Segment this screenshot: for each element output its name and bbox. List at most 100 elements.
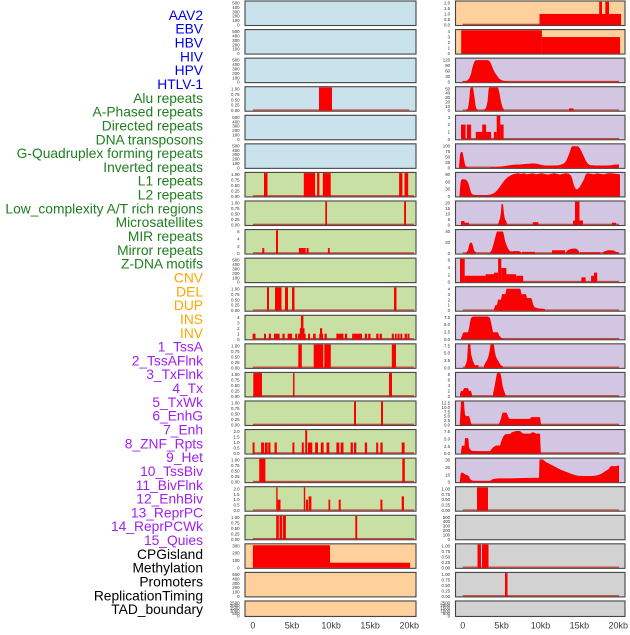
svg-text:1.0: 1.0 xyxy=(233,497,240,502)
svg-text:2.0: 2.0 xyxy=(444,1,451,6)
svg-text:15: 15 xyxy=(445,206,450,211)
svg-text:L1 repeats: L1 repeats xyxy=(138,174,203,189)
svg-text:3: 3 xyxy=(448,35,451,40)
svg-text:7.5: 7.5 xyxy=(444,315,451,320)
svg-text:12.5: 12.5 xyxy=(442,401,451,406)
svg-text:1.00: 1.00 xyxy=(231,372,240,377)
svg-text:15_Quies: 15_Quies xyxy=(144,533,203,548)
svg-text:1.00: 1.00 xyxy=(231,343,240,348)
svg-text:0.75: 0.75 xyxy=(231,206,240,211)
svg-text:300: 300 xyxy=(232,124,240,129)
svg-text:G-Quadruplex forming repeats: G-Quadruplex forming repeats xyxy=(17,146,203,161)
svg-text:0.0: 0.0 xyxy=(444,23,451,28)
svg-text:0.00: 0.00 xyxy=(442,565,451,570)
svg-text:2: 2 xyxy=(448,272,451,277)
svg-text:1.0: 1.0 xyxy=(444,12,451,17)
svg-text:5: 5 xyxy=(448,217,451,222)
svg-text:MIR repeats: MIR repeats xyxy=(128,229,203,244)
svg-text:0: 0 xyxy=(237,565,240,570)
svg-text:75: 75 xyxy=(445,149,450,154)
svg-text:30: 30 xyxy=(445,458,450,463)
svg-text:0.50: 0.50 xyxy=(442,554,451,559)
svg-text:200: 200 xyxy=(232,271,240,276)
svg-text:12_EnhBiv: 12_EnhBiv xyxy=(136,492,203,507)
svg-text:500: 500 xyxy=(232,29,240,34)
svg-text:4: 4 xyxy=(448,383,451,388)
svg-text:INS: INS xyxy=(180,312,203,327)
svg-text:A-Phased repeats: A-Phased repeats xyxy=(93,105,204,120)
svg-text:60: 60 xyxy=(445,179,450,184)
svg-text:0: 0 xyxy=(448,137,451,142)
svg-text:2.5: 2.5 xyxy=(444,444,451,449)
svg-text:3: 3 xyxy=(448,115,451,120)
svg-text:10: 10 xyxy=(445,212,450,217)
svg-text:0: 0 xyxy=(448,251,451,256)
svg-text:7_Enh: 7_Enh xyxy=(163,423,203,438)
svg-text:0.50: 0.50 xyxy=(231,354,240,359)
svg-text:3: 3 xyxy=(448,292,451,297)
svg-text:0.75: 0.75 xyxy=(231,292,240,297)
svg-text:0.0: 0.0 xyxy=(444,451,451,456)
svg-text:2.5: 2.5 xyxy=(444,418,451,423)
svg-text:1_TssA: 1_TssA xyxy=(158,340,204,355)
svg-text:1: 1 xyxy=(237,331,240,336)
svg-text:0: 0 xyxy=(448,108,451,113)
svg-text:0.25: 0.25 xyxy=(231,360,240,365)
svg-text:15kb: 15kb xyxy=(360,620,380,630)
svg-text:4: 4 xyxy=(448,29,451,34)
svg-text:2: 2 xyxy=(448,388,451,393)
svg-text:0: 0 xyxy=(237,51,240,56)
svg-text:100: 100 xyxy=(232,75,240,80)
svg-text:90: 90 xyxy=(445,172,450,177)
svg-text:1.5: 1.5 xyxy=(233,492,240,497)
svg-text:2: 2 xyxy=(448,122,451,127)
svg-text:400: 400 xyxy=(232,5,240,10)
svg-text:CNV: CNV xyxy=(174,270,204,285)
svg-text:0.50: 0.50 xyxy=(231,97,240,102)
svg-text:5_TxWk: 5_TxWk xyxy=(152,395,203,410)
svg-text:100: 100 xyxy=(232,558,240,563)
svg-text:0: 0 xyxy=(448,165,451,170)
svg-text:DNA transposons: DNA transposons xyxy=(96,132,203,147)
svg-text:2.5: 2.5 xyxy=(444,329,451,334)
svg-text:30: 30 xyxy=(445,95,450,100)
svg-text:20: 20 xyxy=(445,465,450,470)
svg-text:INV: INV xyxy=(180,326,204,341)
svg-text:Inverted repeats: Inverted repeats xyxy=(103,160,203,175)
svg-text:0: 0 xyxy=(237,613,240,618)
svg-text:5.0: 5.0 xyxy=(444,414,451,419)
svg-text:0.50: 0.50 xyxy=(231,412,240,417)
svg-text:6: 6 xyxy=(448,258,451,263)
svg-text:200: 200 xyxy=(232,585,240,590)
svg-text:1.5: 1.5 xyxy=(444,6,451,11)
svg-text:3_TxFlnk: 3_TxFlnk xyxy=(146,367,203,382)
svg-text:1.00: 1.00 xyxy=(231,458,240,463)
svg-text:0: 0 xyxy=(237,165,240,170)
svg-text:Mirror repeats: Mirror repeats xyxy=(117,243,203,258)
svg-text:0.5: 0.5 xyxy=(233,446,240,451)
svg-text:500: 500 xyxy=(232,115,240,120)
svg-text:500: 500 xyxy=(232,611,240,616)
svg-text:1.00: 1.00 xyxy=(231,86,240,91)
svg-text:300: 300 xyxy=(232,266,240,271)
svg-text:100: 100 xyxy=(232,275,240,280)
svg-text:0.50: 0.50 xyxy=(231,383,240,388)
svg-text:0: 0 xyxy=(237,280,240,285)
svg-text:10: 10 xyxy=(445,472,450,477)
svg-text:15kb: 15kb xyxy=(570,620,590,630)
svg-text:ReplicationTiming: ReplicationTiming xyxy=(94,588,203,603)
svg-text:0.00: 0.00 xyxy=(231,365,240,370)
svg-text:0.0: 0.0 xyxy=(444,337,451,342)
svg-text:500: 500 xyxy=(232,58,240,63)
svg-text:0.25: 0.25 xyxy=(442,588,451,593)
svg-text:HTLV-1: HTLV-1 xyxy=(157,77,203,92)
svg-text:200: 200 xyxy=(232,71,240,76)
svg-text:500: 500 xyxy=(232,1,240,6)
svg-text:4: 4 xyxy=(237,236,240,241)
svg-text:0.75: 0.75 xyxy=(442,577,451,582)
svg-text:1000: 1000 xyxy=(230,608,240,613)
svg-text:0: 0 xyxy=(448,194,451,199)
svg-text:0.50: 0.50 xyxy=(231,297,240,302)
svg-text:5.0: 5.0 xyxy=(444,322,451,327)
svg-text:0: 0 xyxy=(237,23,240,28)
